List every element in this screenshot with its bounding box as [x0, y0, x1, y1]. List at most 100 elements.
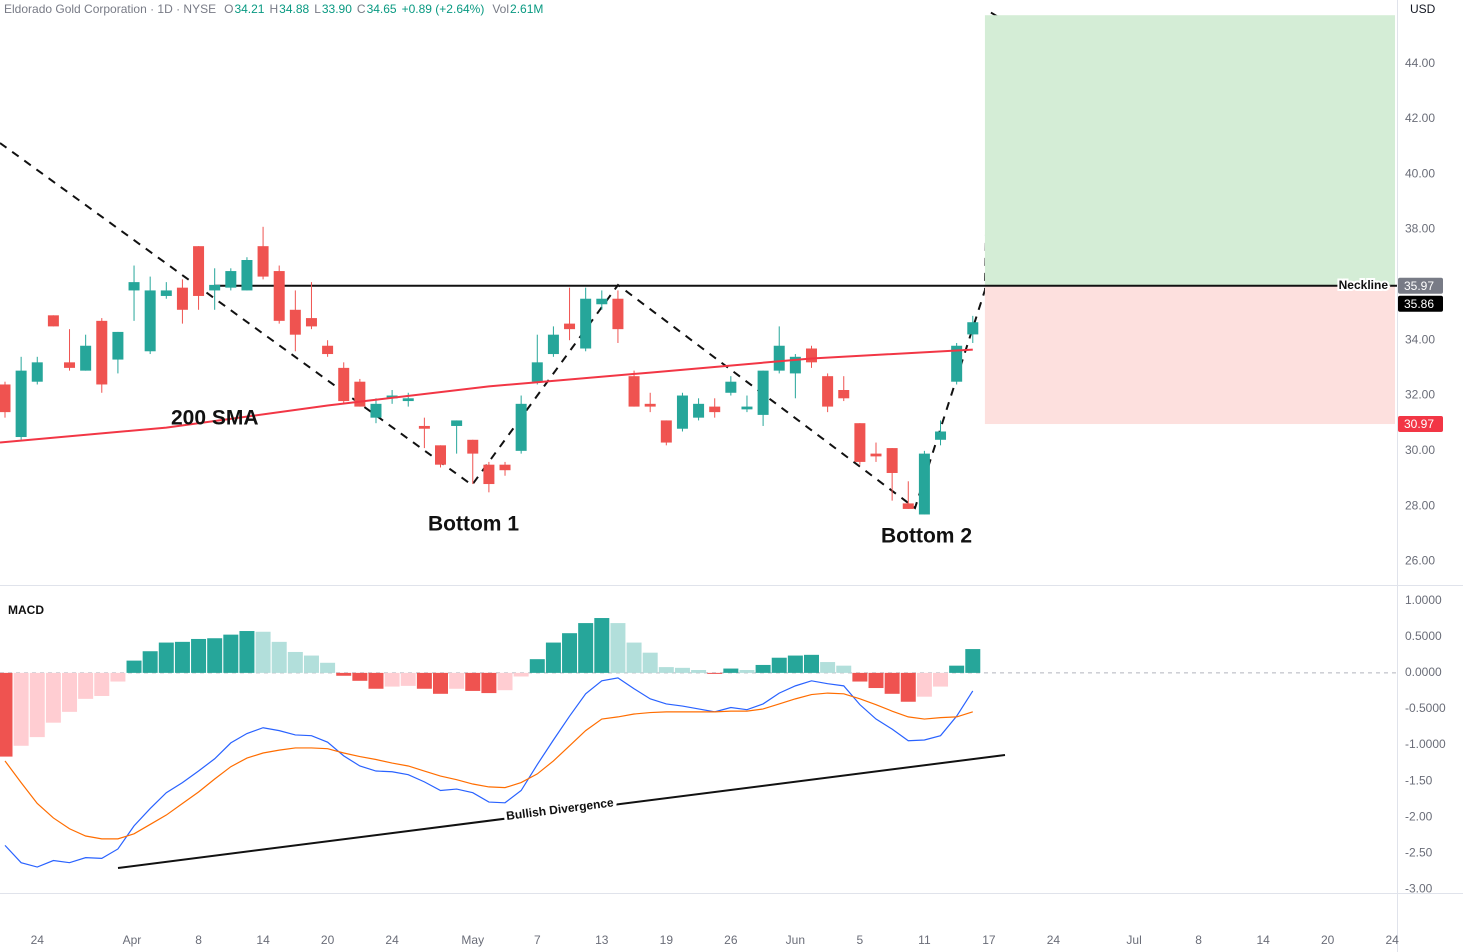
y-tick-label: 28.00: [1405, 498, 1435, 512]
candle-body: [31, 362, 43, 382]
histogram-bar: [271, 641, 287, 673]
histogram-bar: [755, 664, 771, 673]
candle-body: [886, 448, 898, 473]
y-tick-label: -1.0000: [1405, 737, 1446, 751]
candle-body: [0, 384, 11, 413]
last-price-tag: 35.86: [1404, 297, 1434, 311]
candle-body: [289, 309, 301, 335]
y-tick-label: -1.50: [1405, 773, 1433, 787]
x-tick-label: 26: [724, 933, 738, 947]
candle-body: [676, 395, 688, 429]
candle-body: [176, 287, 188, 310]
histogram-bar: [255, 631, 271, 673]
histogram-bar: [126, 660, 142, 673]
candle-body: [854, 423, 866, 462]
candle-body: [822, 376, 834, 407]
histogram-bar: [900, 672, 916, 702]
histogram-bar: [707, 672, 723, 674]
histogram-bar: [433, 672, 449, 694]
x-tick-label: 11: [918, 933, 931, 947]
y-tick-label: 34.00: [1405, 332, 1435, 346]
candle-body: [499, 464, 511, 471]
y-tick-label: -3.00: [1405, 882, 1433, 896]
histogram-bar: [352, 672, 368, 681]
candle-body: [773, 345, 785, 371]
histogram-bar: [191, 638, 207, 673]
histogram-bar: [158, 642, 174, 673]
candle-body: [918, 453, 930, 515]
candle-body: [64, 362, 76, 368]
histogram-bar: [110, 672, 126, 682]
x-tick-label: 5: [857, 933, 864, 947]
legend-text: +0.89 (+2.64%): [402, 2, 485, 16]
histogram-bar: [29, 672, 45, 738]
candle-body: [370, 403, 382, 418]
y-tick-label: 30.00: [1405, 443, 1435, 457]
candle-body: [225, 271, 237, 288]
x-tick-label: 14: [256, 933, 270, 947]
y-tick-label: 26.00: [1405, 554, 1435, 568]
candle-body: [467, 439, 479, 454]
x-tick-label: Jun: [786, 933, 805, 947]
histogram-bar: [562, 633, 578, 673]
histogram-bar: [94, 672, 110, 696]
candle-body: [612, 298, 624, 330]
histogram-bar: [803, 654, 819, 673]
candle-body: [160, 290, 172, 296]
pane-title: MACD: [8, 603, 44, 617]
candle-body: [644, 403, 656, 407]
candle-body: [935, 431, 947, 440]
x-tick-label: 20: [321, 933, 335, 947]
legend-text: C: [357, 2, 366, 16]
stop-tag-bg: [1398, 416, 1443, 433]
x-tick-label: 8: [1195, 933, 1202, 947]
macd-line: [4, 677, 974, 868]
sma-line: [0, 348, 973, 444]
candle-body: [144, 290, 156, 352]
histogram-bar: [820, 662, 836, 673]
candle-body: [47, 315, 59, 327]
histogram-bar: [207, 638, 223, 673]
histogram-bar: [78, 672, 94, 699]
histogram-bar: [13, 672, 29, 746]
y-tick-label: 32.00: [1405, 388, 1435, 402]
candle-body: [596, 298, 608, 305]
candle-body: [709, 406, 721, 413]
y-tick-label: 0.5000: [1405, 629, 1442, 643]
histogram-bar: [142, 651, 158, 673]
candle-body: [273, 271, 285, 321]
last-price-tag-bg: [1398, 295, 1443, 312]
histogram-bar: [933, 672, 949, 687]
histogram-bar: [916, 672, 932, 697]
macd-line: [4, 692, 973, 840]
legend-text: H: [269, 2, 278, 16]
histogram-bar: [174, 641, 190, 673]
histogram-bar: [787, 655, 803, 673]
histogram-bar: [691, 669, 707, 673]
histogram-bar: [529, 659, 545, 673]
candle-body: [741, 406, 753, 410]
histogram-bar: [497, 672, 513, 691]
legend-text: 34.21: [234, 2, 264, 16]
annotation: Bottom 2: [881, 525, 972, 548]
legend-text: 2.61M: [510, 2, 543, 16]
candle-body: [322, 345, 334, 355]
histogram-bar: [868, 672, 884, 689]
currency: USD: [1410, 2, 1436, 16]
x-tick-label: 24: [1047, 933, 1061, 947]
candle-body: [951, 345, 963, 382]
y-tick-label: -2.00: [1405, 809, 1433, 823]
histogram-bar: [384, 672, 400, 687]
histogram-bar: [626, 642, 642, 673]
candle-body: [515, 403, 527, 451]
histogram-bar: [884, 672, 900, 694]
x-tick-label: Apr: [123, 933, 142, 947]
x-tick-label: May: [461, 933, 484, 947]
histogram-bar: [513, 672, 529, 677]
candle-body: [15, 370, 27, 438]
candle-body: [96, 320, 108, 385]
histogram-bar: [287, 651, 303, 673]
candle-body: [693, 403, 705, 418]
